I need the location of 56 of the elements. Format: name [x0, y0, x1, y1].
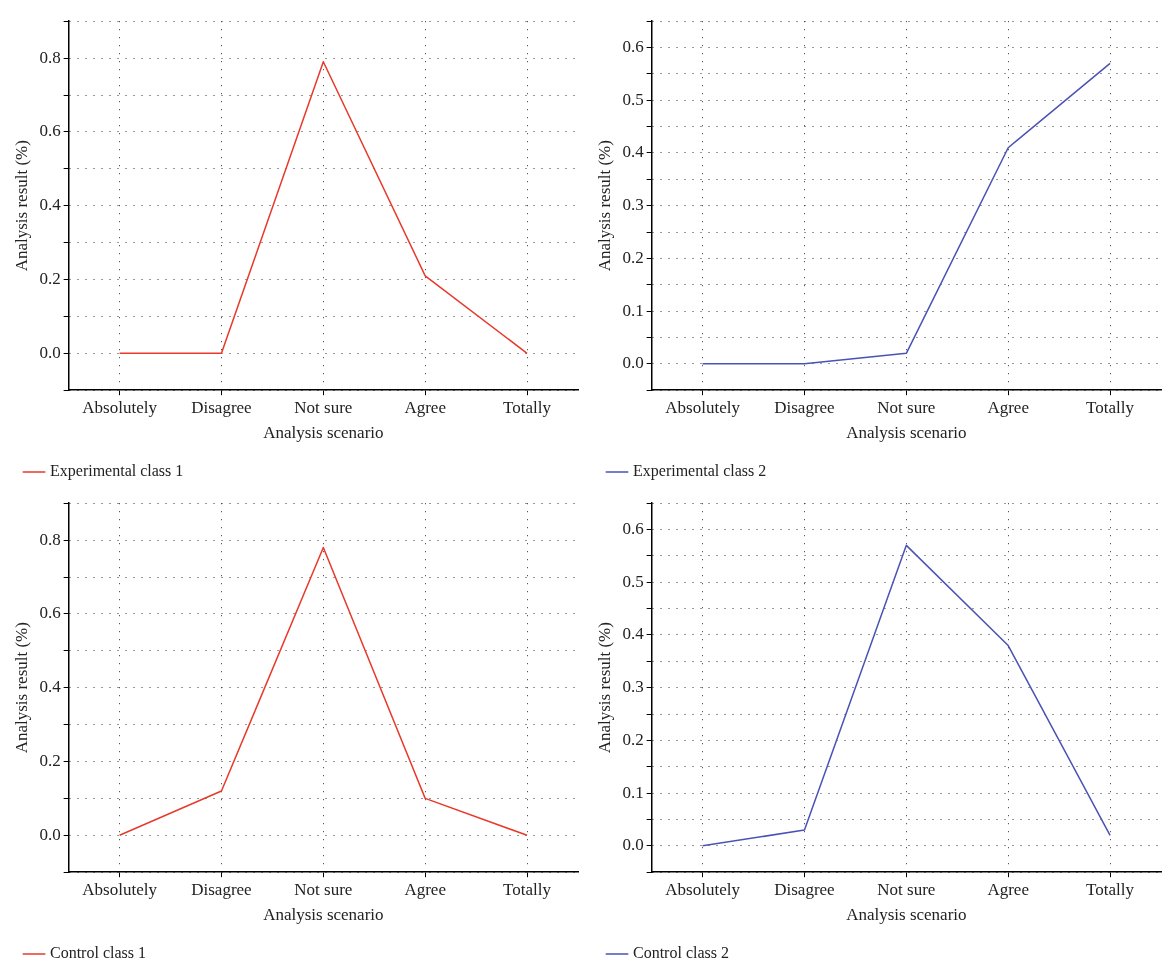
y-tick-label: 0.6 — [622, 519, 644, 539]
x-tick-label: Absolutely — [82, 397, 158, 417]
x-tick-label: Disagree — [191, 397, 252, 417]
x-tick-label: Disagree — [774, 397, 835, 417]
x-tick-label: Agree — [987, 397, 1029, 417]
x-tick-label: Agree — [987, 879, 1029, 899]
y-tick-label: 0.8 — [39, 529, 61, 549]
x-tick-label: Totally — [1086, 397, 1135, 417]
y-tick-label: 0.0 — [39, 342, 61, 362]
x-tick-label: Not sure — [294, 879, 353, 899]
x-tick-label: Totally — [503, 397, 552, 417]
x-axis-title: Analysis scenario — [263, 423, 384, 443]
legend-label: Experimental class 2 — [633, 462, 767, 481]
y-tick-label: 0.6 — [39, 121, 61, 141]
y-tick-label: 0.8 — [39, 47, 61, 67]
x-tick-label: Not sure — [877, 397, 936, 417]
x-tick-label: Not sure — [877, 879, 936, 899]
y-tick-label: 0.3 — [622, 195, 644, 215]
y-tick-label: 0.4 — [39, 677, 62, 697]
x-tick-label: Disagree — [191, 879, 252, 899]
x-tick-label: Not sure — [294, 397, 353, 417]
y-tick-label: 0.4 — [39, 195, 62, 215]
x-tick-label: Absolutely — [665, 397, 741, 417]
y-tick-label: 0.5 — [622, 571, 644, 591]
y-tick-label: 0.0 — [622, 835, 644, 855]
y-tick-label: 0.6 — [39, 603, 61, 623]
x-tick-label: Absolutely — [665, 879, 741, 899]
x-tick-label: Agree — [404, 879, 446, 899]
y-axis-title: Analysis result (%) — [594, 622, 614, 754]
y-tick-label: 0.1 — [622, 782, 644, 802]
x-tick-label: Agree — [404, 397, 446, 417]
x-tick-label: Totally — [503, 879, 552, 899]
y-tick-label: 0.3 — [622, 677, 644, 697]
y-tick-label: 0.2 — [39, 268, 61, 288]
x-axis-title: Analysis scenario — [263, 905, 384, 925]
y-tick-label: 0.2 — [39, 750, 61, 770]
y-axis-title: Analysis result (%) — [11, 140, 31, 272]
y-tick-label: 0.4 — [622, 142, 645, 162]
y-axis-title: Analysis result (%) — [594, 140, 614, 272]
x-axis-title: Analysis scenario — [846, 423, 967, 443]
y-tick-label: 0.1 — [622, 300, 644, 320]
y-tick-label: 0.2 — [622, 247, 644, 267]
x-tick-label: Totally — [1086, 879, 1135, 899]
y-tick-label: 0.0 — [39, 824, 61, 844]
legend-label: Control class 1 — [50, 944, 146, 962]
y-tick-label: 0.0 — [622, 353, 644, 373]
legend-label: Control class 2 — [633, 944, 729, 962]
y-tick-label: 0.6 — [622, 37, 644, 57]
y-tick-label: 0.2 — [622, 729, 644, 749]
y-tick-label: 0.5 — [622, 89, 644, 109]
x-tick-label: Disagree — [774, 879, 835, 899]
x-axis-title: Analysis scenario — [846, 905, 967, 925]
legend-label: Experimental class 1 — [50, 462, 184, 481]
x-tick-label: Absolutely — [82, 879, 158, 899]
y-axis-title: Analysis result (%) — [11, 622, 31, 754]
y-tick-label: 0.4 — [622, 624, 645, 644]
